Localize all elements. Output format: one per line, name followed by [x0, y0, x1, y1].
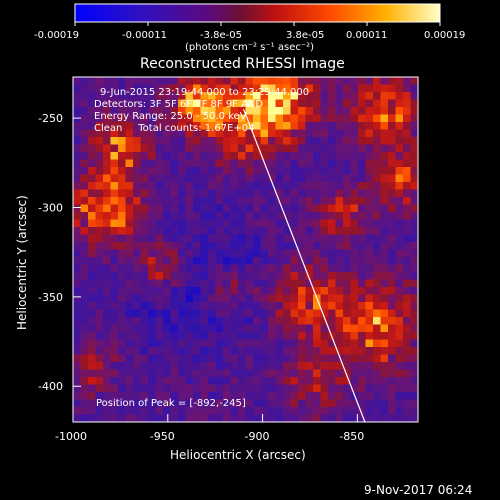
info-energy-range: Energy Range: 25.0 - 50.0 keV — [94, 111, 247, 122]
solar-limb-line — [243, 108, 366, 422]
colorbar-tick-label: -3.8e-05 — [200, 30, 242, 41]
colorbar-ticks — [74, 22, 441, 26]
info-clean-counts: Clean Total counts: 1.67E+04 — [94, 123, 254, 134]
colorbar-units: (photons cm⁻² s⁻¹ asec⁻²) — [185, 42, 314, 53]
plot-frame — [72, 76, 419, 423]
colorbar-tick-label: -0.00011 — [122, 30, 167, 41]
info-time-range: 9-Jun-2015 23:19:44.000 to 23:29:44.000 — [100, 87, 309, 98]
y-tick-label: -300 — [38, 201, 63, 214]
y-tick-label: -250 — [38, 112, 63, 125]
x-tick-label: -900 — [245, 430, 270, 443]
x-tick-label: -850 — [339, 430, 364, 443]
y-tick-label: -400 — [38, 380, 63, 393]
x-axis-ticks: -1000 -950 -900 -850 — [55, 414, 364, 443]
image-pixels — [73, 77, 418, 422]
y-tick-label: -350 — [38, 291, 63, 304]
colorbar-tick-label: 0.00011 — [346, 30, 387, 41]
x-tick-label: -1000 — [55, 430, 87, 443]
colorbar-tick-label: -0.00019 — [34, 30, 79, 41]
colorbar — [74, 3, 441, 23]
plot-title: Reconstructed RHESSI Image — [140, 56, 345, 72]
footer-timestamp: 9-Nov-2017 06:24 — [364, 483, 472, 497]
colorbar-tick-label: 3.8e-05 — [286, 30, 324, 41]
colorbar-tick-label: 0.00019 — [424, 30, 465, 41]
info-detectors: Detectors: 3F 5F 6F 7F 8F 9F AND — [94, 99, 263, 110]
y-axis-label: Heliocentric Y (arcsec) — [15, 195, 29, 330]
y-axis-ticks: -250 -300 -350 -400 — [38, 112, 81, 393]
x-axis-label: Heliocentric X (arcsec) — [170, 448, 306, 462]
peak-position-label: Position of Peak = [-892,-245] — [96, 398, 246, 409]
x-tick-label: -950 — [150, 430, 175, 443]
